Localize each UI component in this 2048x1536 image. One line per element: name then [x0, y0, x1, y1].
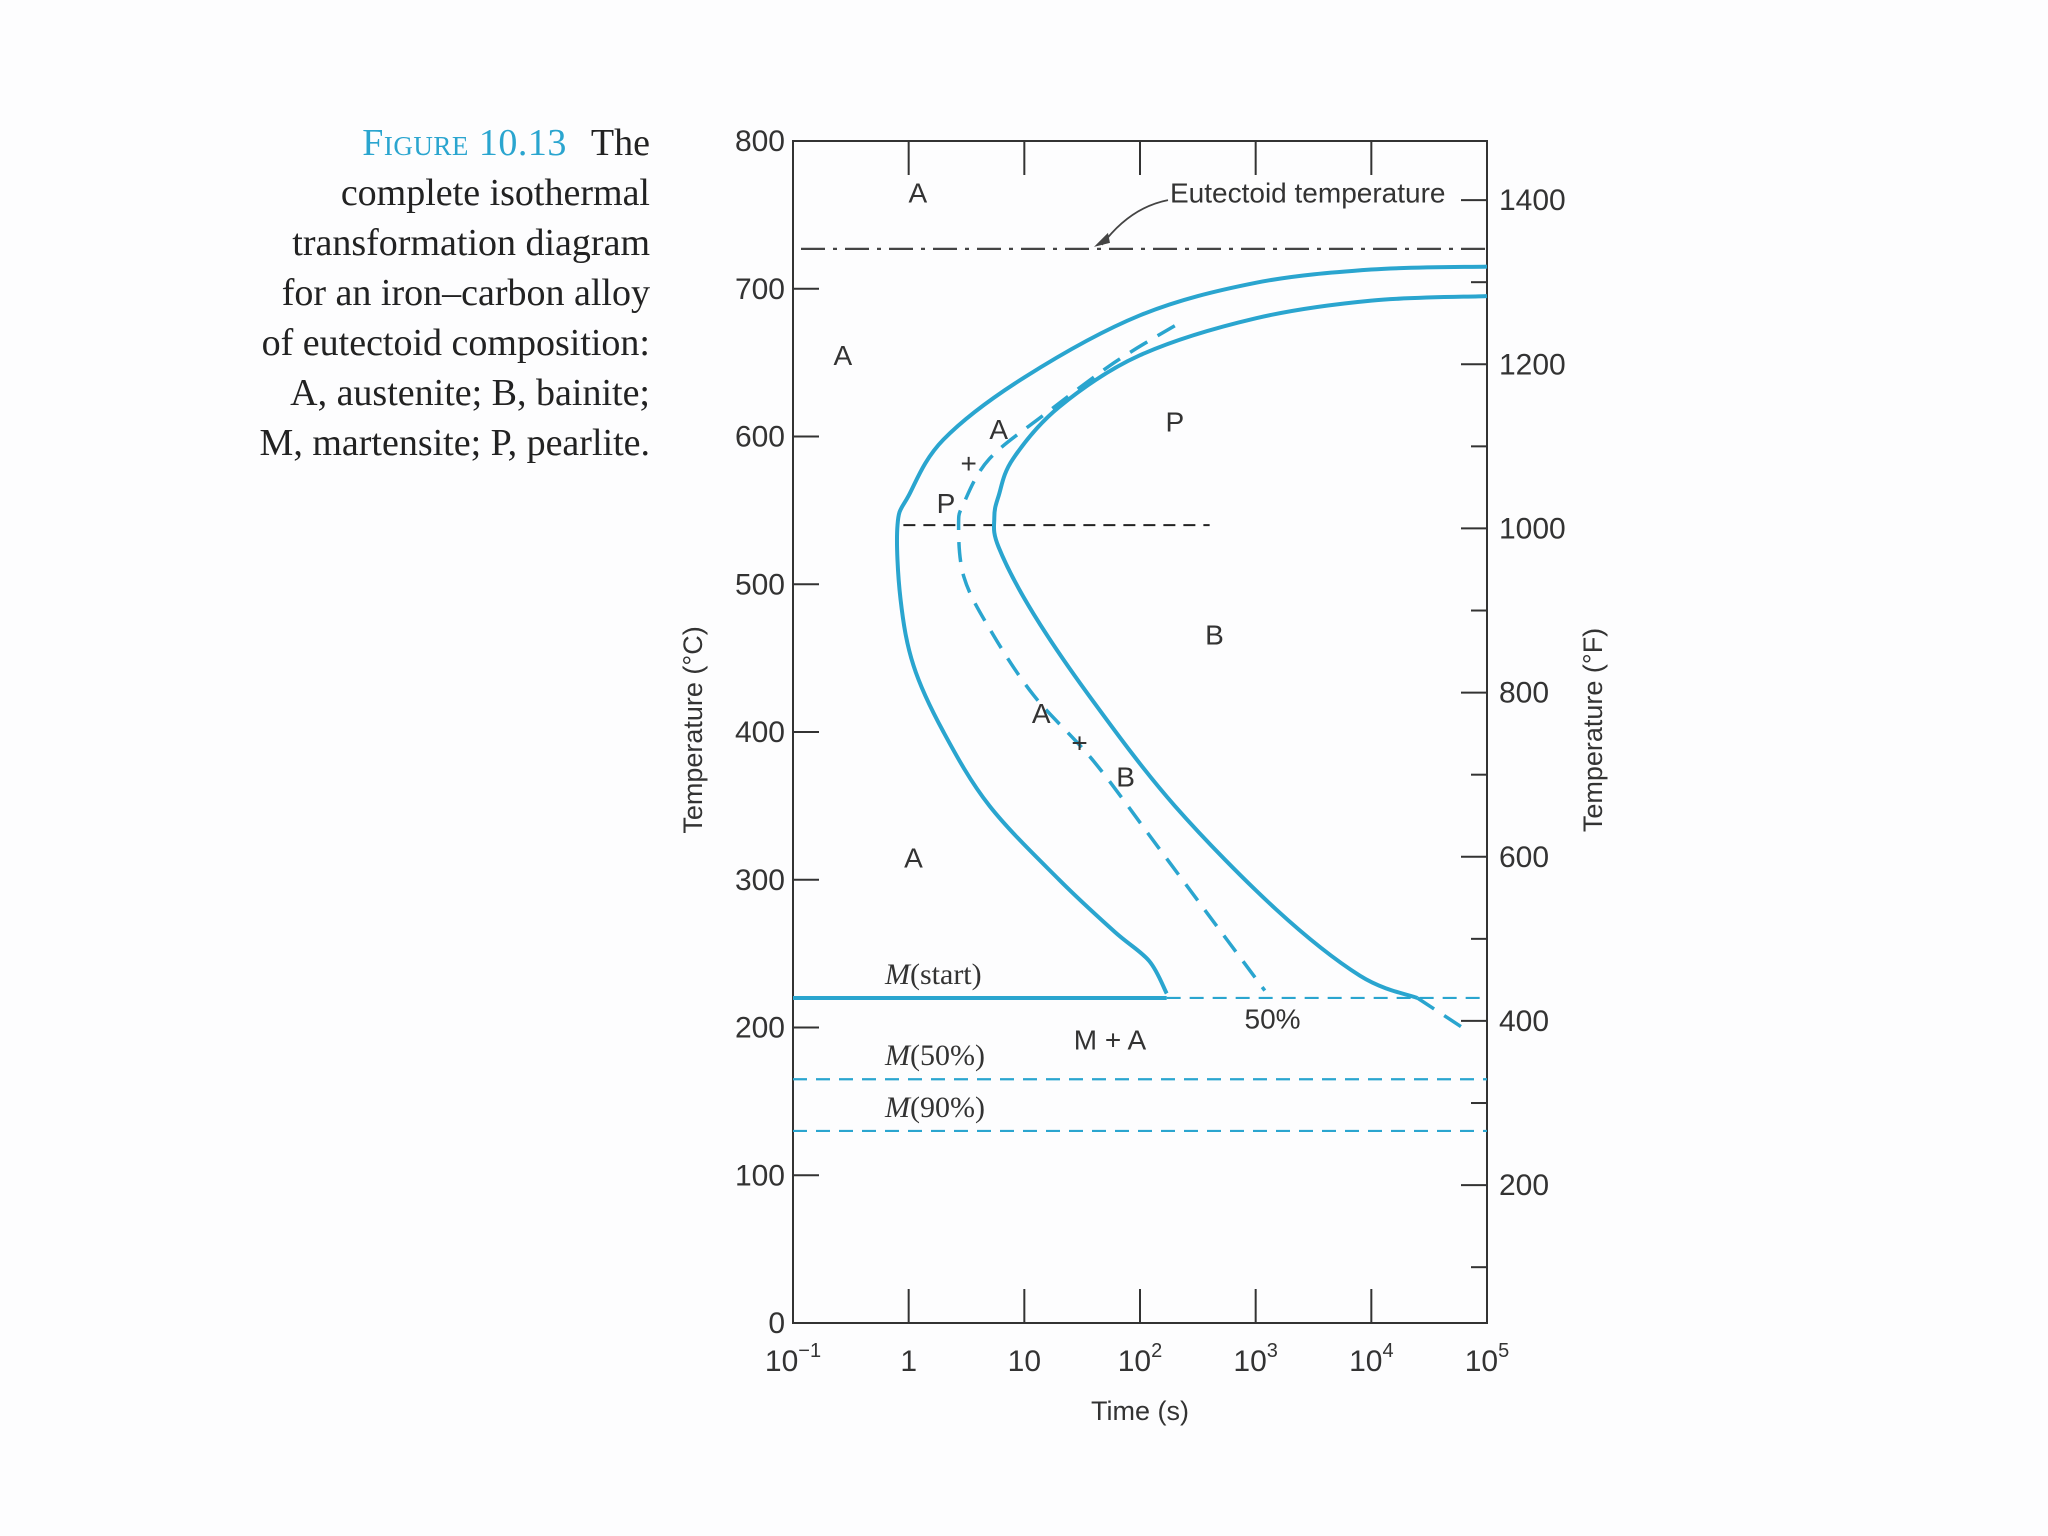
y2-tick-label: 1000	[1499, 512, 1566, 545]
x-tick-label: 10	[1008, 1345, 1041, 1378]
region-label: M + A	[1074, 1024, 1147, 1055]
figure-caption: Figure 10.13 The complete isothermal tran…	[250, 118, 650, 468]
transformation-curve	[1416, 996, 1471, 1034]
x-tick-label: 102	[1118, 1340, 1163, 1378]
y-tick-label: 600	[735, 421, 785, 454]
y-tick-label: 0	[768, 1307, 785, 1340]
y-tick-label: 400	[735, 716, 785, 749]
x-tick-label: 1	[900, 1345, 917, 1378]
transformation-curve	[991, 294, 1488, 1000]
region-label: P	[937, 488, 956, 519]
y2-tick-label: 1200	[1499, 348, 1566, 381]
y2-tick-label: 400	[1499, 1005, 1549, 1038]
y-tick-label: 500	[735, 568, 785, 601]
left-y-axis: 0 100 200 300 400 500 600 700 800	[735, 125, 819, 1340]
x-tick-label: 103	[1233, 1340, 1278, 1378]
region-label: A	[1032, 698, 1051, 729]
region-label: A	[908, 178, 927, 209]
y2-tick-label: 600	[1499, 841, 1549, 874]
region-label: A	[904, 843, 923, 874]
region-label: +	[1071, 727, 1087, 758]
y-axis-title-right: Temperature (°F)	[1578, 628, 1608, 832]
m-label: M(50%)	[884, 1039, 985, 1072]
y2-tick-label: 1400	[1499, 184, 1566, 217]
region-label: +	[960, 448, 976, 479]
m-label: M(start)	[884, 958, 982, 991]
region-label: P	[1165, 407, 1184, 438]
region-label: B	[1205, 619, 1224, 650]
region-label: 50%	[1245, 1004, 1301, 1035]
y-axis-title-left: Temperature (°C)	[678, 626, 708, 833]
y-tick-label: 200	[735, 1012, 785, 1045]
region-label: A	[834, 340, 853, 371]
right-y-axis: 200 400 600 800 1000 1200 1400	[1461, 184, 1566, 1269]
x-tick-label: 104	[1349, 1340, 1394, 1378]
y2-tick-label: 200	[1499, 1169, 1549, 1202]
region-label: B	[1116, 761, 1135, 792]
y-tick-label: 800	[735, 125, 785, 158]
reference-lines: Eutectoid temperature M(start) M(50%) M(90%…	[793, 178, 1487, 1133]
curves	[895, 264, 1488, 1034]
eutectoid-arrowhead	[1093, 232, 1110, 247]
eutectoid-label: Eutectoid temperature	[1170, 178, 1446, 209]
y-tick-label: 100	[735, 1159, 785, 1192]
m-label: M(90%)	[884, 1091, 985, 1124]
figure-number: Figure 10.13	[362, 122, 567, 164]
transformation-curve	[956, 324, 1267, 992]
y2-tick-label: 800	[1499, 677, 1549, 710]
x-axis-title: Time (s)	[1091, 1396, 1189, 1426]
x-tick-label: 10−1	[765, 1340, 821, 1378]
y-tick-label: 700	[735, 273, 785, 306]
region-label: A	[989, 414, 1008, 445]
transformation-curve	[895, 264, 1488, 995]
x-axis: 10−1 1 10 102 103 104 105	[765, 141, 1509, 1378]
caption-text: The complete isothermal transformation d…	[259, 122, 650, 464]
eutectoid-arrow	[1101, 199, 1169, 246]
plot-frame	[792, 140, 1488, 1324]
y-tick-label: 300	[735, 864, 785, 897]
x-tick-label: 105	[1465, 1340, 1510, 1378]
